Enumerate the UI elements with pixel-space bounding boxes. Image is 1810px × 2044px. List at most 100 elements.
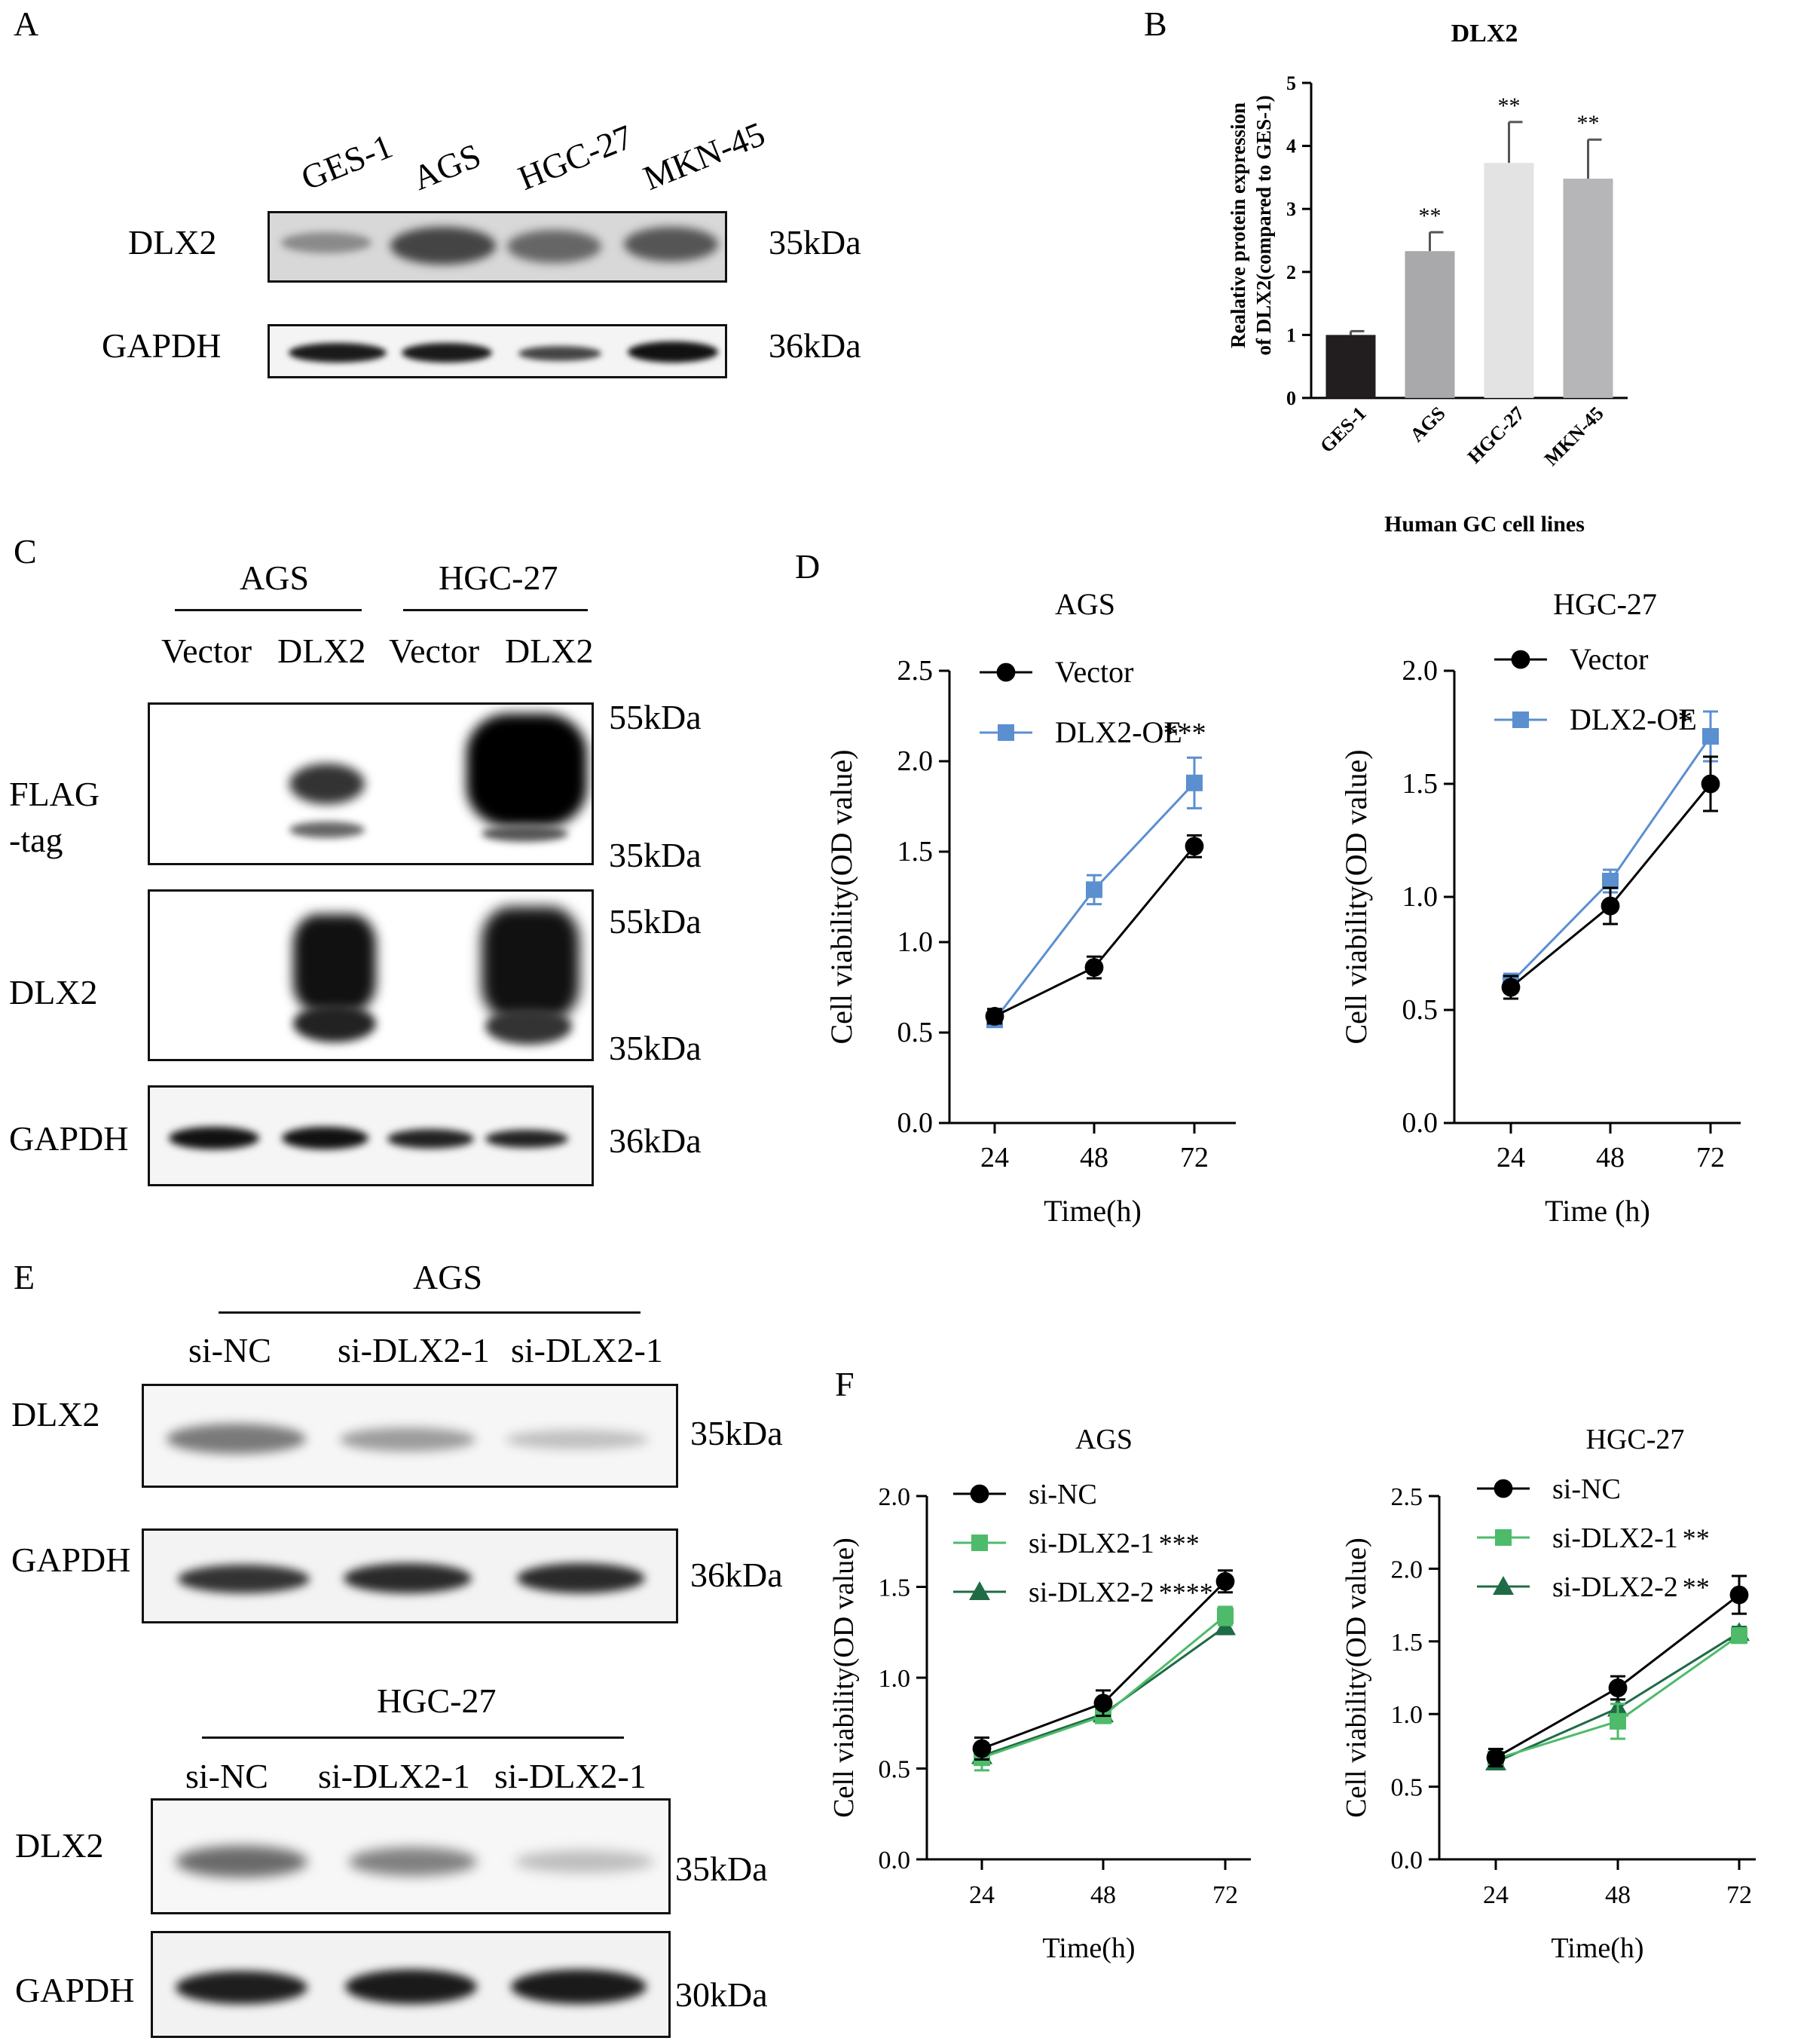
y-tick-label: 1 [1286,324,1296,346]
data-point [1486,1748,1506,1767]
significance-label: *** [1159,1528,1200,1559]
legend-label: si-DLX2-1 [1552,1522,1678,1554]
data-point [1084,958,1104,977]
data-point [1701,774,1720,794]
panel-e-row-label: DLX2 [15,1826,104,1865]
legend-label: DLX2-OE [1055,715,1182,749]
chart-title: AGS [1075,1424,1133,1455]
panel-e-hgc27-gapdh-blot [151,1931,671,2038]
significance-label: ** [1683,1572,1710,1602]
panel-a-kda: 35kDa [769,223,861,262]
chart-title: HGC-27 [1586,1424,1685,1455]
chart-title: HGC-27 [1553,587,1657,621]
panel-e-row-label: GAPDH [11,1541,131,1579]
panel-a-row-label: GAPDH [102,326,222,365]
data-point [1093,1694,1113,1713]
series-line [994,845,1196,1017]
panel-a-gapdh-blot [268,324,727,378]
x-tick-label: 48 [1090,1881,1116,1909]
series-line [981,1614,1226,1759]
data-point [985,1007,1004,1026]
significance-label: * [1678,705,1692,736]
significance-label: ** [1683,1523,1710,1553]
data-point [1501,978,1521,997]
y-tick-label: 0.5 [1402,994,1439,1026]
panel-e-lane-label: si-NC [188,1331,271,1369]
y-tick-label: 2.5 [897,655,934,687]
panel-e-row-label: GAPDH [15,1971,135,2009]
panel-e-lane-label: si-DLX2-1 [318,1757,470,1795]
y-tick-label: 1.5 [897,836,934,867]
legend-label: si-NC [1552,1473,1621,1505]
panel-e-letter: E [14,1258,35,1296]
significance-label: ** [1577,111,1600,136]
x-tick-label: 72 [1696,1142,1725,1173]
significance-label: ** [1498,93,1521,118]
data-point [1185,837,1204,856]
y-tick-label: 1.5 [879,1574,911,1602]
chart-title: DLX2 [1451,20,1518,47]
y-tick-label: 2.0 [897,745,934,777]
panel-f-hgc27-line-chart: HGC-27 0.0 0.5 1.0 1.5 2.0 2.5 24 48 72 Time(h) Cel… [1341,1424,1756,1964]
x-tick-label: GES-1 [1316,402,1371,457]
panel-e-ags-dlx2-blot [142,1384,678,1488]
y-tick-label: 0.5 [879,1756,911,1784]
x-tick-label: 24 [969,1881,995,1909]
bar [1563,179,1613,398]
y-tick-label: 2.5 [1391,1483,1423,1511]
panel-b-bar-chart: DLX2 0 1 2 3 4 5 GES-1 ** AGS ** HGC-27 ** MKN-45 Real… [1227,20,1628,537]
x-tick-label: 24 [1483,1881,1509,1909]
data-point [971,1535,988,1551]
y-axis-label: Realative protein expression [1227,103,1249,348]
y-tick-label: 0.0 [897,1107,934,1139]
data-point [998,724,1014,741]
panel-c-row-label: DLX2 [9,973,98,1011]
y-tick-label: 2.0 [1391,1556,1423,1583]
panel-c-group-label: HGC-27 [439,558,558,597]
panel-c-dlx2-blot [148,889,594,1061]
y-axis-label: Cell viability(OD value) [1339,749,1373,1044]
panel-e-row-label: DLX2 [11,1395,100,1434]
x-tick-label: 72 [1212,1881,1238,1909]
y-axis-label: Cell viability(OD value) [828,1538,860,1817]
data-point [1512,711,1529,728]
data-point [1702,728,1719,745]
y-tick-label: 1.5 [1402,768,1439,800]
panel-d-ags-line-chart: AGS 0.0 0.5 1.0 1.5 2.0 2.5 24 48 72 Time(h) Cell v… [824,587,1236,1228]
x-tick-label: 24 [980,1142,1009,1173]
legend-label: Vector [1570,642,1648,676]
y-tick-label: 1.0 [879,1665,911,1693]
panel-a-letter: A [14,5,39,43]
y-tick-label: 0.0 [1402,1107,1439,1139]
panel-e-hgc27-dlx2-blot [151,1798,671,1914]
panel-e-group-label: HGC-27 [377,1681,497,1720]
y-tick-label: 1.0 [1391,1701,1423,1729]
data-point [1217,1608,1234,1625]
x-axis-label: Time(h) [1551,1932,1643,1964]
x-axis-label: Human GC cell lines [1384,512,1585,537]
y-tick-label: 1.0 [897,926,934,958]
x-axis-label: Time(h) [1044,1194,1142,1228]
data-point [972,1739,992,1758]
panel-e-lane-label: si-NC [185,1757,268,1795]
data-point [1494,1479,1513,1498]
y-tick-label: 0.0 [879,1847,911,1874]
panel-c-lane-label: DLX2 [505,632,594,670]
panel-c-flag-blot [148,702,594,865]
panel-d-letter: D [795,547,821,586]
panel-f-letter: F [835,1365,855,1403]
y-tick-label: 0.5 [1391,1774,1423,1802]
y-tick-label: 3 [1286,198,1296,220]
panel-f-ags-line-chart: AGS 0.0 0.5 1.0 1.5 2.0 24 48 72 Time(h) Cell viab… [828,1424,1251,1964]
y-axis-label: Cell viability(OD value) [824,749,858,1044]
data-point [1610,1712,1626,1730]
panel-c-lane-label: DLX2 [277,632,366,670]
panel-a-lane-label: AGS [407,136,486,198]
panel-a-lane-label: MKN-45 [637,114,771,198]
panel-e-ags-gapdh-blot [142,1528,678,1623]
significance-label: *** [1163,718,1206,749]
panel-c-lane-label: Vector [389,632,480,670]
y-axis-label: of DLX2(compared to GES-1) [1252,95,1275,355]
panel-c-kda: 55kDa [609,902,702,941]
y-tick-label: 1.0 [1402,881,1439,913]
